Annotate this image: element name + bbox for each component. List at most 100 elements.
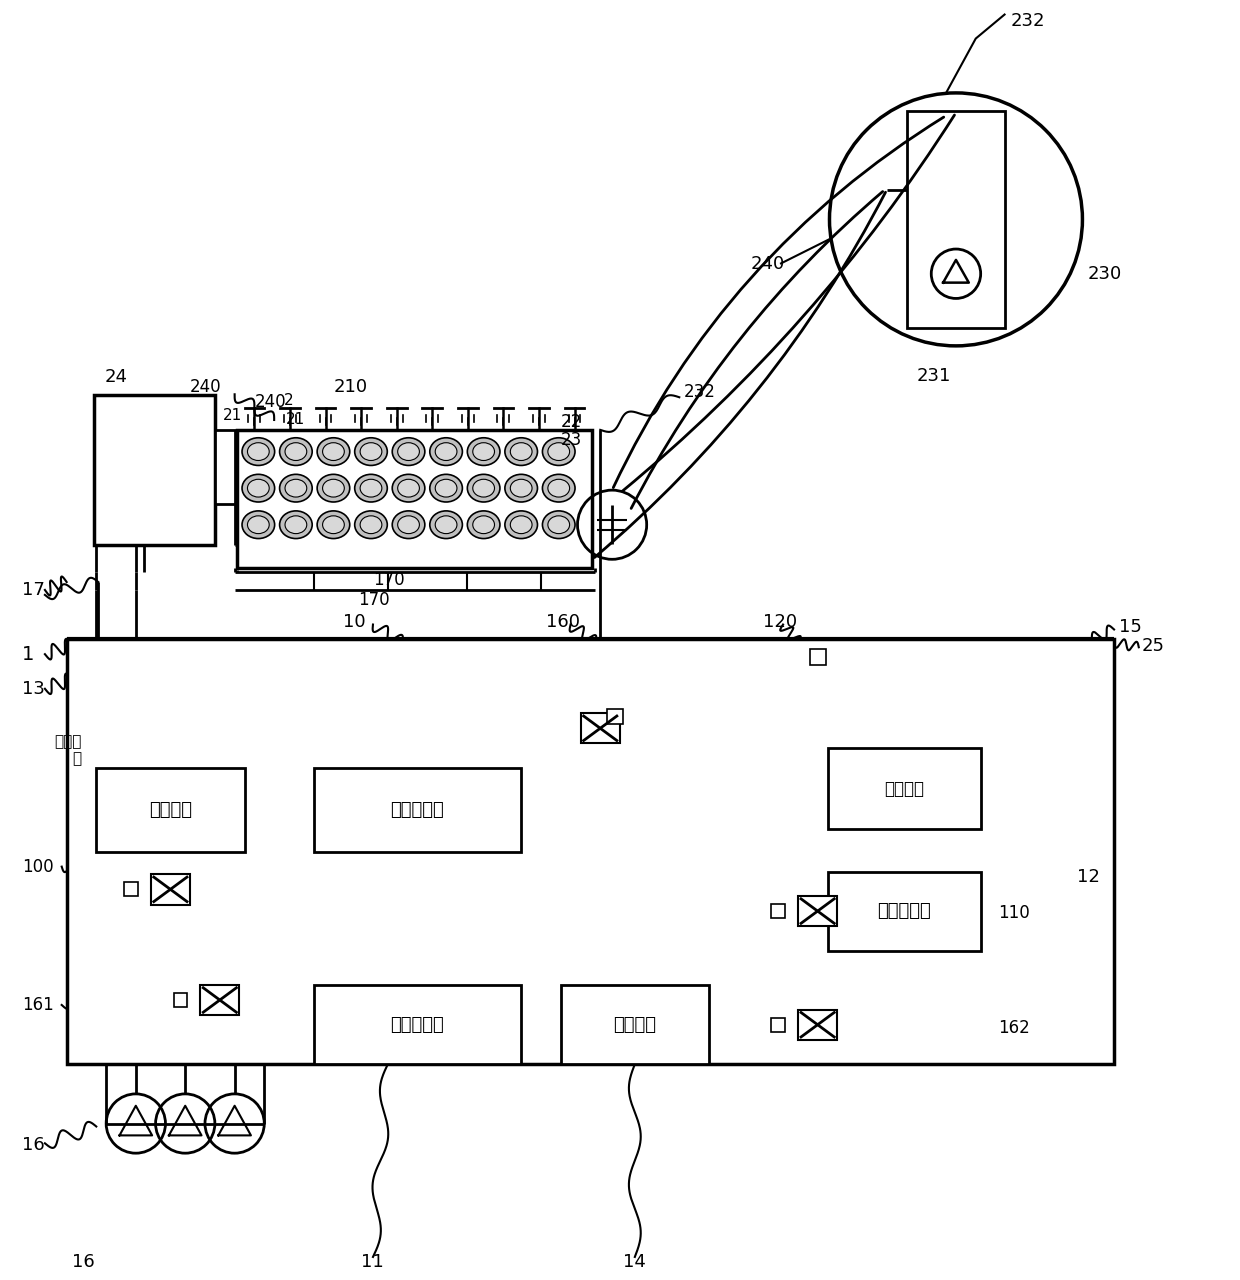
Bar <box>799 1010 837 1039</box>
Text: 232: 232 <box>1011 12 1045 29</box>
Text: 170: 170 <box>373 571 404 589</box>
Ellipse shape <box>360 516 382 534</box>
Ellipse shape <box>242 438 274 466</box>
Ellipse shape <box>322 516 345 534</box>
Ellipse shape <box>398 479 419 497</box>
Text: 25: 25 <box>1142 637 1164 655</box>
Text: 24: 24 <box>104 369 128 387</box>
Text: 发酵隧道三: 发酵隧道三 <box>877 902 931 920</box>
Ellipse shape <box>355 438 387 466</box>
Text: 120: 120 <box>764 613 797 631</box>
Text: 110: 110 <box>998 904 1030 922</box>
Ellipse shape <box>317 475 350 502</box>
Text: 100: 100 <box>22 858 53 876</box>
Ellipse shape <box>430 438 463 466</box>
Bar <box>810 649 826 666</box>
Bar <box>827 748 981 829</box>
Text: 21: 21 <box>223 407 242 422</box>
Text: 240: 240 <box>750 255 785 273</box>
Text: 23: 23 <box>560 431 582 449</box>
Bar <box>799 896 837 927</box>
Bar <box>314 768 521 851</box>
Bar <box>771 1018 785 1032</box>
Ellipse shape <box>355 511 387 539</box>
Ellipse shape <box>242 511 274 539</box>
Text: 发酵隧道二: 发酵隧道二 <box>391 1016 444 1034</box>
Ellipse shape <box>505 511 537 539</box>
Text: 发酵隧道一: 发酵隧道一 <box>391 801 444 819</box>
Ellipse shape <box>505 438 537 466</box>
Text: 16: 16 <box>72 1253 94 1271</box>
Ellipse shape <box>392 438 425 466</box>
Ellipse shape <box>542 475 575 502</box>
Bar <box>200 984 239 1015</box>
Ellipse shape <box>511 516 532 534</box>
Ellipse shape <box>360 443 382 461</box>
Ellipse shape <box>435 479 458 497</box>
Ellipse shape <box>472 443 495 461</box>
Ellipse shape <box>279 475 312 502</box>
Ellipse shape <box>317 511 350 539</box>
Ellipse shape <box>322 443 345 461</box>
Ellipse shape <box>392 475 425 502</box>
Text: 232: 232 <box>684 383 717 402</box>
Ellipse shape <box>285 443 306 461</box>
Text: 16: 16 <box>22 1137 45 1155</box>
Text: 10: 10 <box>343 613 366 631</box>
Bar <box>906 110 1006 328</box>
Ellipse shape <box>360 479 382 497</box>
Bar <box>97 768 244 851</box>
Bar <box>151 874 190 905</box>
Bar <box>237 430 593 568</box>
Ellipse shape <box>248 443 269 461</box>
Ellipse shape <box>548 516 569 534</box>
Ellipse shape <box>511 443 532 461</box>
Text: 换热器二: 换热器二 <box>884 780 924 797</box>
Bar <box>94 396 215 545</box>
Bar <box>771 904 785 918</box>
Text: 12: 12 <box>1076 868 1100 886</box>
Text: 170: 170 <box>358 591 389 609</box>
Ellipse shape <box>511 479 532 497</box>
Ellipse shape <box>467 475 500 502</box>
Ellipse shape <box>398 516 419 534</box>
Ellipse shape <box>472 516 495 534</box>
Text: 换热器一: 换热器一 <box>149 801 192 819</box>
Bar <box>608 709 622 724</box>
Ellipse shape <box>430 511 463 539</box>
Bar <box>580 713 620 744</box>
Ellipse shape <box>542 438 575 466</box>
Text: 230: 230 <box>1087 265 1122 283</box>
Ellipse shape <box>435 516 458 534</box>
Text: 11: 11 <box>361 1253 384 1271</box>
Ellipse shape <box>467 511 500 539</box>
Text: 换热器二: 换热器二 <box>614 1016 656 1034</box>
Ellipse shape <box>467 438 500 466</box>
Bar <box>560 986 709 1064</box>
Bar <box>174 993 187 1007</box>
Ellipse shape <box>398 443 419 461</box>
Ellipse shape <box>472 479 495 497</box>
Ellipse shape <box>355 475 387 502</box>
Bar <box>124 882 138 896</box>
Ellipse shape <box>317 438 350 466</box>
Bar <box>215 430 234 504</box>
Text: 2: 2 <box>284 393 294 408</box>
Text: 21: 21 <box>286 412 305 428</box>
Ellipse shape <box>505 475 537 502</box>
Ellipse shape <box>322 479 345 497</box>
Ellipse shape <box>392 511 425 539</box>
Ellipse shape <box>279 511 312 539</box>
Ellipse shape <box>285 479 306 497</box>
Text: 1: 1 <box>22 645 35 663</box>
Text: 13: 13 <box>22 680 45 698</box>
Text: 15: 15 <box>1118 618 1142 636</box>
Bar <box>827 872 981 951</box>
Ellipse shape <box>242 475 274 502</box>
Ellipse shape <box>548 443 569 461</box>
Text: 22: 22 <box>560 413 582 431</box>
Text: 210: 210 <box>334 379 367 397</box>
Text: 240: 240 <box>254 393 286 411</box>
Text: 17: 17 <box>22 581 45 599</box>
Ellipse shape <box>542 511 575 539</box>
